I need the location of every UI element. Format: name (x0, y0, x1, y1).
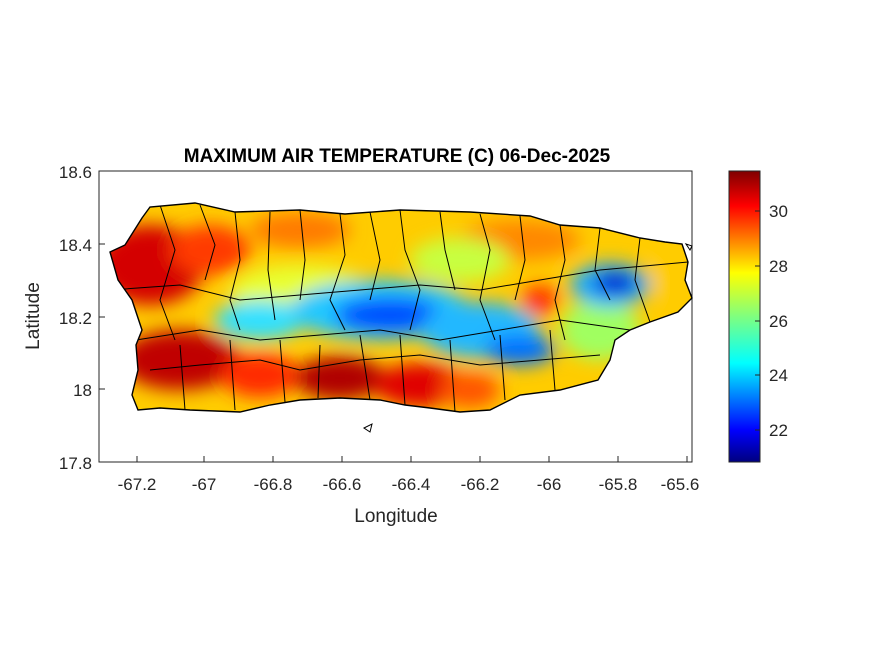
svg-text:-67.2: -67.2 (118, 475, 157, 494)
small-island-east (684, 243, 693, 251)
y-axis: 18.6 18.4 18.2 18 17.8 (59, 163, 105, 473)
small-island (363, 423, 373, 433)
colorbar: 30 28 26 24 22 (728, 170, 788, 463)
colorbar-tick: 26 (755, 312, 788, 331)
colorbar-tick: 28 (755, 257, 788, 276)
map-title: MAXIMUM AIR TEMPERATURE (C) 06-Dec-2025 (184, 146, 611, 167)
x-axis: -67.2 -67 -66.8 -66.6 -66.4 -66.2 -66 -6… (118, 456, 700, 494)
x-tick: -65.6 (661, 456, 700, 494)
svg-text:-65.6: -65.6 (661, 475, 700, 494)
y-tick: 18.4 (59, 236, 105, 255)
svg-text:24: 24 (769, 366, 788, 385)
x-tick: -66.6 (323, 456, 362, 494)
svg-text:26: 26 (769, 312, 788, 331)
x-tick: -66 (537, 456, 562, 494)
x-tick: -66.4 (392, 456, 431, 494)
y-tick: 18.6 (59, 163, 105, 182)
y-tick: 17.8 (59, 454, 105, 473)
x-tick: -67 (192, 456, 217, 494)
island-outline (109, 202, 693, 413)
colorbar-tick: 30 (755, 202, 788, 221)
y-axis-label: Latitude (23, 282, 44, 350)
colorbar-tick: 22 (755, 421, 788, 440)
svg-text:18.6: 18.6 (59, 163, 92, 182)
x-tick: -66.8 (254, 456, 293, 494)
municipality-borders (110, 204, 689, 412)
temperature-field (110, 203, 692, 412)
svg-text:-66.6: -66.6 (323, 475, 362, 494)
svg-text:-66.2: -66.2 (461, 475, 500, 494)
x-tick: -66.2 (461, 456, 500, 494)
svg-text:18: 18 (73, 381, 92, 400)
x-tick: -65.8 (599, 456, 638, 494)
svg-text:-66.8: -66.8 (254, 475, 293, 494)
x-axis-label: Longitude (354, 506, 437, 527)
svg-text:30: 30 (769, 202, 788, 221)
svg-text:28: 28 (769, 257, 788, 276)
colorbar-tick: 24 (755, 366, 788, 385)
svg-text:-65.8: -65.8 (599, 475, 638, 494)
svg-text:18.4: 18.4 (59, 236, 92, 255)
svg-text:-67: -67 (192, 475, 217, 494)
colorbar-gradient (728, 170, 761, 463)
x-tick: -67.2 (118, 456, 157, 494)
svg-text:17.8: 17.8 (59, 454, 92, 473)
y-tick: 18 (73, 381, 105, 400)
svg-text:-66: -66 (537, 475, 562, 494)
svg-text:22: 22 (769, 421, 788, 440)
svg-text:-66.4: -66.4 (392, 475, 431, 494)
svg-text:18.2: 18.2 (59, 309, 92, 328)
y-tick: 18.2 (59, 309, 105, 328)
